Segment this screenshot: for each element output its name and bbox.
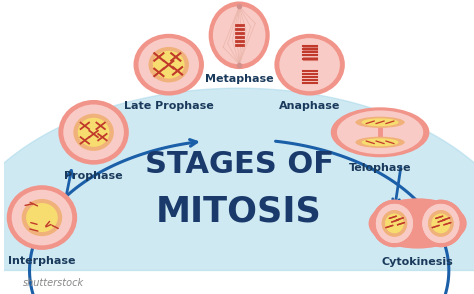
Ellipse shape <box>418 200 464 247</box>
Ellipse shape <box>422 204 459 243</box>
Ellipse shape <box>418 200 464 247</box>
Text: shutterstock: shutterstock <box>23 278 84 288</box>
Ellipse shape <box>209 1 270 69</box>
Text: Telophase: Telophase <box>349 163 411 173</box>
Ellipse shape <box>385 214 404 233</box>
Text: MITOSIS: MITOSIS <box>156 195 322 229</box>
Ellipse shape <box>213 6 265 64</box>
Ellipse shape <box>148 47 189 82</box>
Ellipse shape <box>431 214 450 233</box>
Ellipse shape <box>274 34 345 96</box>
Ellipse shape <box>22 199 62 236</box>
Text: Prophase: Prophase <box>64 171 123 181</box>
Ellipse shape <box>78 118 109 147</box>
Ellipse shape <box>376 204 413 243</box>
Text: STAGES OF: STAGES OF <box>145 150 334 179</box>
Ellipse shape <box>428 210 454 237</box>
Text: Metaphase: Metaphase <box>205 74 273 83</box>
Ellipse shape <box>362 118 399 126</box>
Ellipse shape <box>376 204 413 243</box>
Ellipse shape <box>371 200 418 247</box>
Ellipse shape <box>7 185 77 250</box>
Ellipse shape <box>431 214 450 233</box>
Ellipse shape <box>356 137 405 148</box>
Ellipse shape <box>362 138 399 146</box>
Ellipse shape <box>337 111 423 154</box>
Text: Anaphase: Anaphase <box>279 101 340 111</box>
Ellipse shape <box>356 117 405 128</box>
Ellipse shape <box>382 210 407 237</box>
Ellipse shape <box>64 104 124 160</box>
Text: Late Prophase: Late Prophase <box>124 101 214 111</box>
Ellipse shape <box>385 214 404 233</box>
Ellipse shape <box>134 34 204 96</box>
Ellipse shape <box>12 190 72 245</box>
Ellipse shape <box>138 38 199 91</box>
Ellipse shape <box>422 204 459 243</box>
Ellipse shape <box>382 210 407 237</box>
Ellipse shape <box>371 200 418 247</box>
Ellipse shape <box>369 198 467 249</box>
Ellipse shape <box>73 114 114 151</box>
Ellipse shape <box>428 210 454 237</box>
Ellipse shape <box>331 107 429 157</box>
Ellipse shape <box>153 51 184 78</box>
Text: Cytokinesis: Cytokinesis <box>382 257 454 267</box>
Ellipse shape <box>279 38 340 91</box>
Ellipse shape <box>26 203 58 232</box>
Polygon shape <box>0 88 474 270</box>
Ellipse shape <box>58 100 129 165</box>
Text: Interphase: Interphase <box>8 256 76 266</box>
